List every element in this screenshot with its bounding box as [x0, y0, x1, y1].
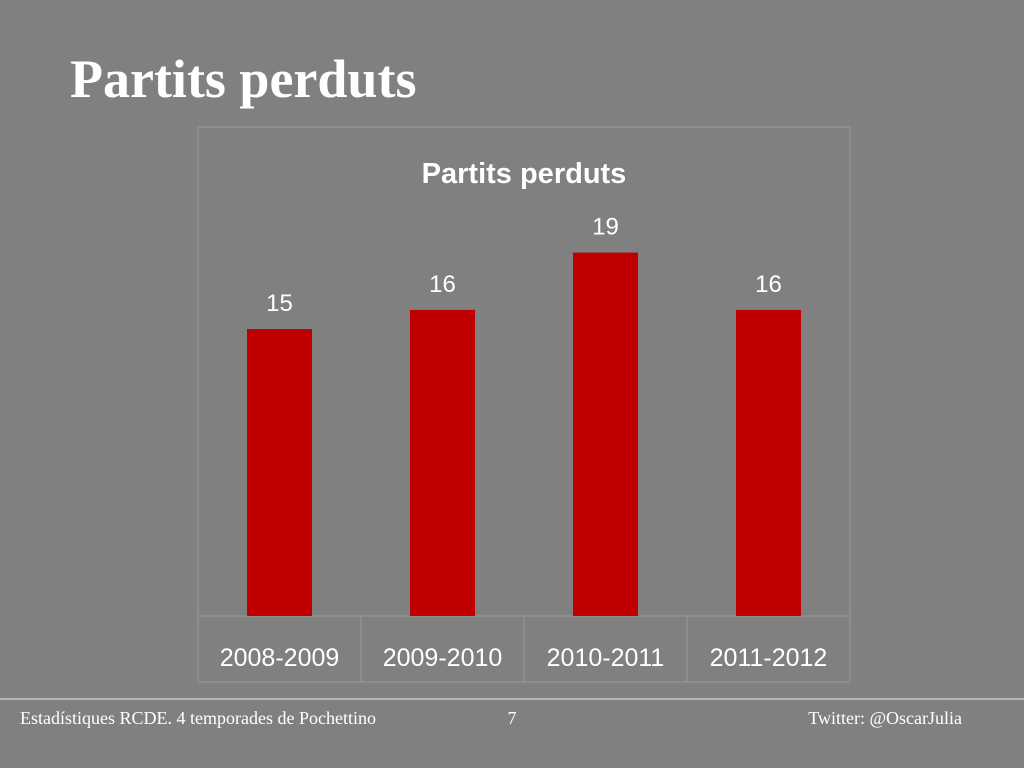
footer-page: 7 [508, 708, 517, 728]
chart-title: Partits perduts [422, 158, 627, 190]
bar [247, 329, 312, 616]
footer-right: Twitter: @OscarJulia [808, 708, 962, 728]
data-label: 19 [592, 214, 619, 241]
x-tick-label: 2008-2009 [220, 644, 340, 672]
data-label: 15 [266, 290, 293, 317]
x-tick-label: 2009-2010 [383, 644, 503, 672]
slide-title: Partits perduts [70, 49, 416, 109]
x-tick-label: 2011-2012 [710, 644, 828, 672]
x-tick-label: 2010-2011 [547, 644, 665, 672]
bar [410, 309, 475, 616]
data-label: 16 [755, 271, 782, 298]
bar [736, 309, 801, 616]
footer-left: Estadístiques RCDE. 4 temporades de Poch… [20, 708, 376, 728]
data-label: 16 [429, 271, 456, 298]
bar [573, 252, 638, 616]
